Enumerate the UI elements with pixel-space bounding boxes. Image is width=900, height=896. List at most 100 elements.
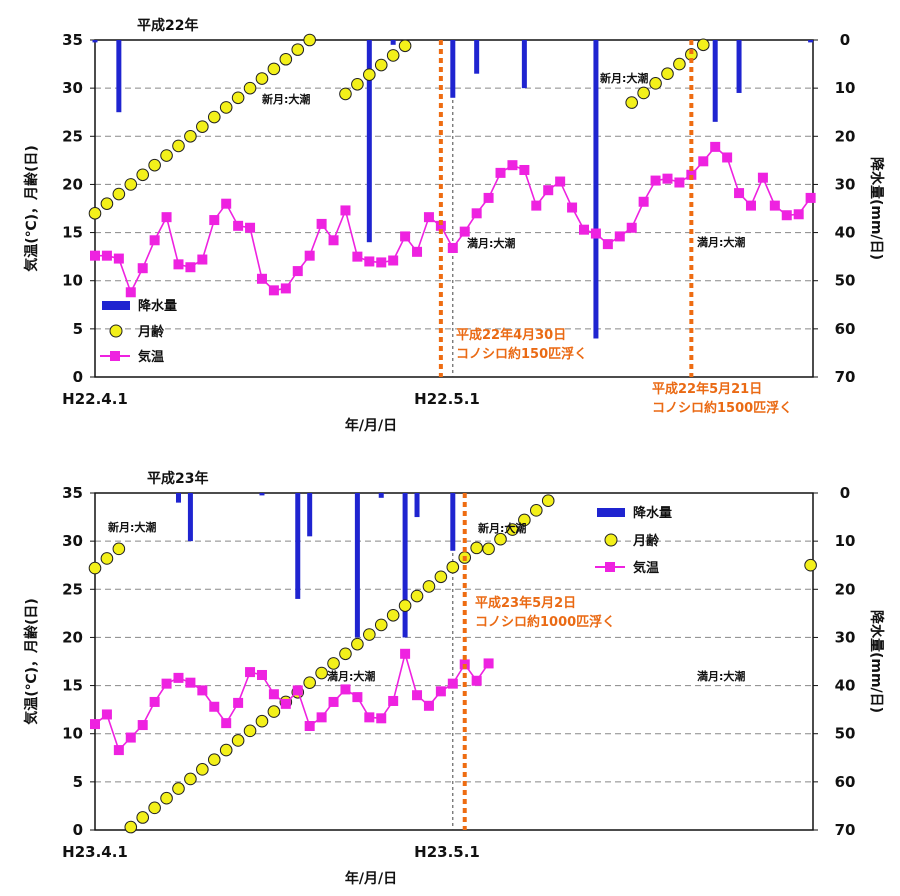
rain-bar xyxy=(450,493,456,551)
fish-kill-event-label: コノシロ約150匹浮く xyxy=(456,346,587,362)
temperature-marker xyxy=(221,718,232,729)
moon-age-dot xyxy=(279,52,293,66)
moon-age-dot xyxy=(88,561,102,575)
rain-bar xyxy=(307,493,313,537)
temperature-marker xyxy=(137,720,148,731)
temperature-marker xyxy=(304,250,315,261)
moon-age-dot xyxy=(398,599,412,612)
temperature-marker xyxy=(626,222,637,233)
y-left-tick-label: 10 xyxy=(62,725,83,743)
temperature-marker xyxy=(710,141,721,152)
temperature-marker xyxy=(412,690,423,701)
tide-annotation: 新月:大潮 xyxy=(600,71,648,85)
y-left-tick-label: 25 xyxy=(62,580,83,598)
x-tick-label: H22.4.1 xyxy=(62,390,128,408)
y-right-tick-label: 50 xyxy=(835,725,856,743)
rain-bar xyxy=(521,40,527,89)
moon-age-dot xyxy=(398,39,412,53)
y-right-tick-label: 50 xyxy=(835,272,856,290)
moon-age-dot xyxy=(196,763,209,776)
temperature-marker xyxy=(197,685,208,696)
temperature-line xyxy=(94,650,490,752)
rain-bar xyxy=(92,40,98,43)
fish-kill-event-label: コノシロ約1500匹浮く xyxy=(652,400,792,416)
moon-age-dot xyxy=(207,753,221,767)
rain-bar xyxy=(414,493,420,518)
temperature-marker xyxy=(459,226,470,237)
moon-age-dot xyxy=(148,158,161,172)
rain-bar xyxy=(295,493,301,599)
rain-bar xyxy=(378,493,384,498)
y-right-tick-label: 0 xyxy=(840,31,850,49)
moon-age-dot xyxy=(124,820,138,834)
y-right-tick-label: 40 xyxy=(835,224,856,242)
temperature-marker xyxy=(125,732,136,743)
moon-age-dot xyxy=(804,558,817,572)
y-right-tick-label: 30 xyxy=(835,628,856,646)
moon-age-dot xyxy=(363,628,376,641)
temperature-marker xyxy=(567,202,578,213)
temperature-marker xyxy=(209,215,220,226)
temperature-marker xyxy=(435,220,446,231)
moon-age-dot xyxy=(148,801,161,815)
moon-age-dot xyxy=(267,62,281,76)
temperature-marker xyxy=(328,696,339,707)
x-tick-label: H22.5.1 xyxy=(414,390,480,408)
temperature-marker xyxy=(268,689,279,700)
temperature-marker xyxy=(256,669,267,680)
rain-bar xyxy=(450,40,456,98)
temperature-marker xyxy=(674,177,685,188)
temperature-marker xyxy=(352,251,363,262)
rain-bar xyxy=(736,40,742,93)
y-right-axis-label: 降水量(mm/日) xyxy=(868,610,885,713)
moon-age-dot xyxy=(506,523,519,536)
legend-temp-swatch xyxy=(110,351,120,361)
moon-age-dot xyxy=(88,207,102,220)
temperature-marker xyxy=(471,675,482,686)
temperature-marker xyxy=(531,200,542,211)
legend-temp-label: 気温 xyxy=(633,560,659,576)
moon-age-dot xyxy=(184,772,197,786)
temperature-marker xyxy=(245,667,256,678)
y-right-tick-label: 40 xyxy=(835,677,856,695)
moon-age-dot xyxy=(434,570,448,584)
moon-age-dot xyxy=(112,542,126,556)
moon-age-dot xyxy=(446,560,460,574)
temperature-marker xyxy=(304,721,315,732)
rain-bar xyxy=(354,493,360,638)
temperature-marker xyxy=(209,701,220,712)
temperature-marker xyxy=(113,253,124,264)
moon-age-dot xyxy=(243,81,257,95)
y-right-tick-label: 20 xyxy=(835,580,856,598)
temperature-marker xyxy=(197,254,208,265)
temperature-marker xyxy=(745,200,756,211)
chart-title: 平成23年 xyxy=(147,470,208,487)
y-right-axis-label: 降水量(mm/日) xyxy=(868,157,885,260)
moon-age-dot xyxy=(696,38,710,52)
temperature-marker xyxy=(161,212,172,223)
temperature-marker xyxy=(90,250,100,261)
temperature-marker xyxy=(352,692,363,703)
moon-age-dot xyxy=(374,618,388,632)
moon-age-dot xyxy=(196,120,209,133)
temperature-marker xyxy=(698,156,709,167)
temperature-marker xyxy=(376,257,387,268)
temperature-marker xyxy=(364,712,375,723)
moon-age-dot xyxy=(231,91,245,105)
tide-annotation: 満月:大潮 xyxy=(697,235,745,249)
moon-age-dot xyxy=(136,168,150,182)
moon-age-dot xyxy=(100,552,114,565)
moon-age-dot xyxy=(518,513,531,527)
temperature-marker xyxy=(793,209,804,220)
y-right-tick-label: 10 xyxy=(835,532,856,550)
temperature-marker xyxy=(447,242,458,253)
temperature-marker xyxy=(256,273,267,284)
moon-age-dot xyxy=(255,72,269,85)
y-left-tick-label: 25 xyxy=(62,127,83,145)
temperature-marker xyxy=(400,648,411,659)
moon-age-dot xyxy=(160,791,173,805)
y-left-tick-label: 5 xyxy=(73,773,83,791)
temperature-marker xyxy=(614,231,625,242)
temperature-marker xyxy=(173,259,184,270)
moon-age-dot xyxy=(160,149,173,162)
